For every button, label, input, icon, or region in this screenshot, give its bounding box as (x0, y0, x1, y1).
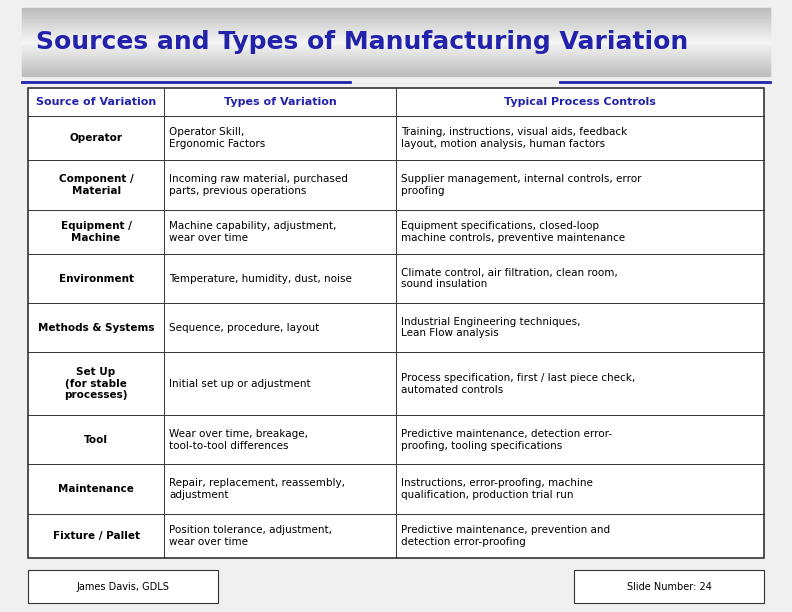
Text: Temperature, humidity, dust, noise: Temperature, humidity, dust, noise (169, 274, 352, 283)
Bar (22, 11, 770, 13)
Text: Position tolerance, adjustment,
wear over time: Position tolerance, adjustment, wear ove… (169, 525, 332, 547)
Bar (22, 75, 770, 76)
Bar (22, 64, 770, 65)
Bar (22, 39, 770, 41)
Bar (22, 18, 770, 20)
Text: Process specification, first / last piece check,
automated controls: Process specification, first / last piec… (401, 373, 635, 395)
Text: Fixture / Pallet: Fixture / Pallet (52, 531, 139, 541)
Bar (22, 72, 770, 74)
Bar (22, 24, 770, 26)
Text: Set Up
(for stable
processes): Set Up (for stable processes) (64, 367, 128, 400)
Bar (22, 20, 770, 22)
Text: Slide Number: 24: Slide Number: 24 (626, 581, 711, 592)
Bar (22, 61, 770, 63)
Bar (22, 28, 770, 30)
Bar (22, 21, 770, 23)
Bar (22, 40, 770, 42)
Text: Instructions, error-proofing, machine
qualification, production trial run: Instructions, error-proofing, machine qu… (401, 478, 593, 500)
Text: James Davis, GDLS: James Davis, GDLS (77, 581, 169, 592)
Bar (22, 50, 770, 52)
Text: Wear over time, breakage,
tool-to-tool differences: Wear over time, breakage, tool-to-tool d… (169, 429, 308, 450)
Text: Predictive maintenance, prevention and
detection error-proofing: Predictive maintenance, prevention and d… (401, 525, 610, 547)
Bar (22, 37, 770, 39)
Text: Predictive maintenance, detection error-
proofing, tooling specifications: Predictive maintenance, detection error-… (401, 429, 612, 450)
Bar (22, 68, 770, 70)
Bar (22, 8, 770, 10)
Bar (22, 15, 770, 17)
Bar (22, 38, 770, 40)
Text: Source of Variation: Source of Variation (36, 97, 156, 107)
Bar (22, 32, 770, 34)
Text: Equipment specifications, closed-loop
machine controls, preventive maintenance: Equipment specifications, closed-loop ma… (401, 221, 625, 242)
Text: Methods & Systems: Methods & Systems (38, 323, 154, 333)
Text: Repair, replacement, reassembly,
adjustment: Repair, replacement, reassembly, adjustm… (169, 478, 345, 500)
Text: Incoming raw material, purchased
parts, previous operations: Incoming raw material, purchased parts, … (169, 174, 348, 196)
Bar (22, 34, 770, 35)
Bar (22, 60, 770, 62)
Bar (22, 57, 770, 59)
Bar (28, 88, 764, 558)
Text: Initial set up or adjustment: Initial set up or adjustment (169, 379, 310, 389)
Bar (22, 46, 770, 48)
Bar (28, 570, 218, 603)
Bar (22, 58, 770, 60)
Bar (22, 67, 770, 69)
Bar (28, 88, 764, 558)
Bar (22, 31, 770, 33)
Text: Operator Skill,
Ergonomic Factors: Operator Skill, Ergonomic Factors (169, 127, 265, 149)
Bar (22, 73, 770, 75)
Text: Training, instructions, visual aids, feedback
layout, motion analysis, human fac: Training, instructions, visual aids, fee… (401, 127, 627, 149)
Bar (22, 19, 770, 21)
Bar (22, 53, 770, 54)
Bar (22, 43, 770, 45)
Bar (22, 16, 770, 18)
Text: Types of Variation: Types of Variation (223, 97, 337, 107)
Bar (22, 54, 770, 56)
Text: Sequence, procedure, layout: Sequence, procedure, layout (169, 323, 319, 333)
Bar (22, 23, 770, 25)
Bar (22, 65, 770, 67)
Bar (22, 51, 770, 53)
Text: Supplier management, internal controls, error
proofing: Supplier management, internal controls, … (401, 174, 642, 196)
Text: Maintenance: Maintenance (58, 484, 134, 494)
Bar (22, 48, 770, 50)
Bar (22, 62, 770, 64)
Bar (22, 13, 770, 15)
Text: Tool: Tool (84, 435, 108, 445)
Bar (22, 9, 770, 11)
Text: Component /
Material: Component / Material (59, 174, 134, 196)
Bar (22, 35, 770, 37)
Text: Machine capability, adjustment,
wear over time: Machine capability, adjustment, wear ove… (169, 221, 337, 242)
Text: Sources and Types of Manufacturing Variation: Sources and Types of Manufacturing Varia… (36, 30, 688, 54)
Bar (22, 56, 770, 58)
Bar (22, 70, 770, 72)
Bar (22, 42, 770, 44)
Bar (22, 27, 770, 29)
Text: Operator: Operator (70, 133, 123, 143)
Text: Equipment /
Machine: Equipment / Machine (61, 221, 131, 242)
Bar (22, 45, 770, 47)
Text: Environment: Environment (59, 274, 134, 283)
Text: Industrial Engineering techniques,
Lean Flow analysis: Industrial Engineering techniques, Lean … (401, 317, 581, 338)
Bar (574, 570, 764, 603)
Bar (22, 49, 770, 51)
Bar (22, 69, 770, 71)
Bar (22, 26, 770, 28)
Text: Climate control, air filtration, clean room,
sound insulation: Climate control, air filtration, clean r… (401, 268, 618, 289)
Bar (22, 30, 770, 32)
Text: Typical Process Controls: Typical Process Controls (504, 97, 656, 107)
Bar (22, 12, 770, 14)
